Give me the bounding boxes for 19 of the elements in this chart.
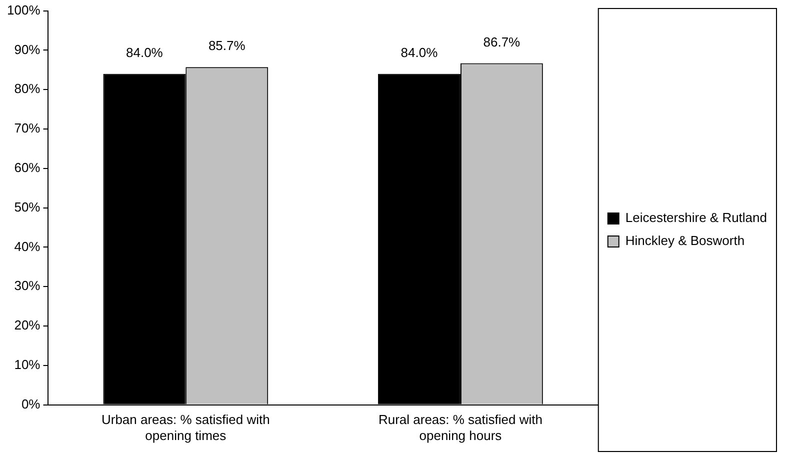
- y-tick-label: 40%: [14, 238, 41, 254]
- legend-label: Hinckley & Bosworth: [625, 233, 745, 248]
- x-tick-label: Urban areas: % satisfied with opening times: [101, 412, 270, 443]
- y-tick-label: 30%: [14, 278, 41, 294]
- y-tick-label: 50%: [14, 199, 41, 214]
- data-label: 84.0%: [126, 44, 164, 60]
- y-tick-label: 60%: [14, 160, 41, 175]
- y-tick-label: 10%: [14, 356, 41, 372]
- data-label: 86.7%: [483, 34, 521, 50]
- y-tick-label: 80%: [14, 81, 41, 96]
- y-tick-label: 20%: [14, 318, 41, 333]
- legend-label: Leicestershire & Rutland: [625, 210, 768, 226]
- y-tick-label: 70%: [14, 120, 41, 136]
- y-tick-label: 100%: [7, 2, 41, 18]
- data-label: 84.0%: [400, 44, 438, 60]
- x-tick-label: Rural areas: % satisfied with opening hours: [378, 412, 542, 443]
- y-tick-label: 0%: [21, 396, 41, 412]
- data-label: 85.7%: [208, 38, 246, 54]
- y-tick-label: 90%: [14, 42, 41, 57]
